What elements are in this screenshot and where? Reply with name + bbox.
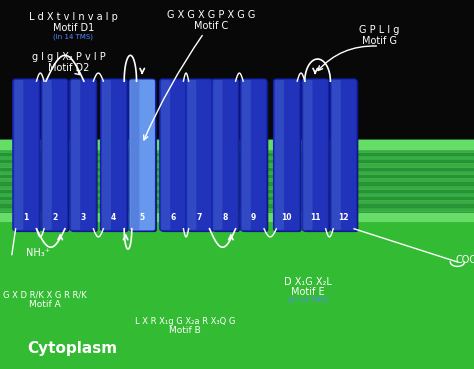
Text: Motif B: Motif B <box>169 326 201 335</box>
FancyBboxPatch shape <box>102 80 111 230</box>
Text: Motif G: Motif G <box>362 35 397 46</box>
Bar <box>0 208 474 210</box>
FancyBboxPatch shape <box>130 80 157 232</box>
Bar <box>0 212 474 214</box>
FancyBboxPatch shape <box>129 79 155 231</box>
FancyBboxPatch shape <box>161 80 170 230</box>
FancyBboxPatch shape <box>71 80 98 232</box>
Text: Motif C: Motif C <box>194 21 228 31</box>
Text: G X G X G P X G G: G X G X G P X G G <box>167 10 255 20</box>
Text: Motif D2: Motif D2 <box>48 63 90 73</box>
FancyBboxPatch shape <box>275 80 301 232</box>
Bar <box>0 175 474 177</box>
FancyBboxPatch shape <box>14 80 41 232</box>
Text: 12: 12 <box>338 213 349 222</box>
Bar <box>0 197 474 199</box>
Text: 2: 2 <box>52 213 57 222</box>
Bar <box>0 153 474 155</box>
Text: NH₃⁺: NH₃⁺ <box>26 248 50 258</box>
Bar <box>0 201 474 203</box>
Bar <box>0 160 474 162</box>
FancyBboxPatch shape <box>332 80 341 230</box>
Bar <box>0 193 474 196</box>
Text: Cytoplasm: Cytoplasm <box>27 341 118 356</box>
Bar <box>0 164 474 166</box>
Text: 8: 8 <box>222 213 228 222</box>
Text: 6: 6 <box>170 213 176 222</box>
Text: g l g l X₂ P v l P: g l g l X₂ P v l P <box>32 52 106 62</box>
FancyBboxPatch shape <box>161 80 188 232</box>
Text: Motif D1: Motif D1 <box>53 23 94 33</box>
Bar <box>0 140 474 221</box>
Bar <box>0 182 474 184</box>
FancyBboxPatch shape <box>303 80 312 230</box>
FancyBboxPatch shape <box>100 79 127 231</box>
Bar <box>0 219 474 221</box>
Text: COO⁻: COO⁻ <box>455 255 474 265</box>
Text: D X₁G X₂L: D X₁G X₂L <box>284 277 332 287</box>
Bar <box>0 168 474 170</box>
Bar <box>0 204 474 207</box>
FancyBboxPatch shape <box>160 79 186 231</box>
Text: (In 14 TMS): (In 14 TMS) <box>54 34 93 40</box>
Text: 4: 4 <box>111 213 117 222</box>
Text: L X R X₁g G X₂a R X₃Q G: L X R X₁g G X₂a R X₃Q G <box>135 317 235 325</box>
FancyBboxPatch shape <box>303 80 330 232</box>
Text: Motif E: Motif E <box>292 286 325 297</box>
Bar <box>0 0 474 221</box>
FancyBboxPatch shape <box>43 80 52 230</box>
Text: (In 14 TMS): (In 14 TMS) <box>288 296 328 303</box>
Bar <box>0 190 474 192</box>
Bar <box>0 221 474 369</box>
Bar <box>0 149 474 151</box>
FancyBboxPatch shape <box>242 80 268 232</box>
Text: 9: 9 <box>251 213 256 222</box>
FancyBboxPatch shape <box>212 79 238 231</box>
FancyBboxPatch shape <box>213 80 222 230</box>
Text: G P L l g: G P L l g <box>359 24 400 35</box>
FancyBboxPatch shape <box>43 80 69 232</box>
FancyBboxPatch shape <box>130 80 139 230</box>
Bar <box>0 142 474 144</box>
FancyBboxPatch shape <box>71 80 80 230</box>
FancyBboxPatch shape <box>240 79 267 231</box>
Text: G X D R/K X G R R/K: G X D R/K X G R R/K <box>3 291 87 300</box>
Bar <box>0 171 474 173</box>
FancyBboxPatch shape <box>13 79 39 231</box>
Text: L d X t v l n v a l p: L d X t v l n v a l p <box>29 11 118 22</box>
Bar <box>0 140 474 149</box>
Text: 3: 3 <box>80 213 86 222</box>
FancyBboxPatch shape <box>70 79 96 231</box>
Text: 1: 1 <box>23 213 29 222</box>
FancyBboxPatch shape <box>302 79 328 231</box>
Bar <box>0 145 474 148</box>
Text: 5: 5 <box>140 213 145 222</box>
Bar <box>0 179 474 181</box>
Text: 7: 7 <box>196 213 202 222</box>
FancyBboxPatch shape <box>187 80 214 232</box>
Text: Motif A: Motif A <box>29 300 61 309</box>
FancyBboxPatch shape <box>330 79 357 231</box>
FancyBboxPatch shape <box>275 80 284 230</box>
FancyBboxPatch shape <box>186 79 212 231</box>
FancyBboxPatch shape <box>14 80 23 230</box>
Text: 10: 10 <box>282 213 292 222</box>
FancyBboxPatch shape <box>213 80 240 232</box>
FancyBboxPatch shape <box>102 80 128 232</box>
FancyBboxPatch shape <box>41 79 68 231</box>
FancyBboxPatch shape <box>332 80 358 232</box>
Bar <box>0 156 474 159</box>
Bar <box>0 215 474 218</box>
Bar <box>0 213 474 221</box>
Text: 11: 11 <box>310 213 320 222</box>
FancyBboxPatch shape <box>273 79 300 231</box>
FancyBboxPatch shape <box>242 80 251 230</box>
FancyBboxPatch shape <box>187 80 196 230</box>
Bar <box>0 186 474 188</box>
